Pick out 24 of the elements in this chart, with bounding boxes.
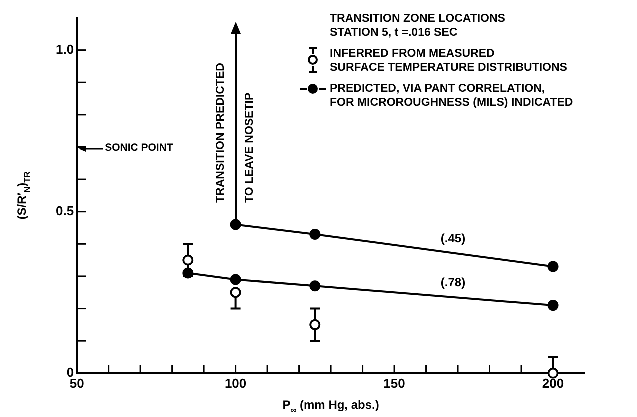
- x-tick-label: 200: [542, 376, 564, 391]
- point: [310, 280, 321, 292]
- point: [310, 228, 321, 240]
- point: [548, 261, 559, 272]
- x-axis-title: P∞ (mm Hg, abs.): [282, 398, 380, 416]
- x-tick-label: 150: [384, 376, 406, 391]
- point: [548, 368, 559, 379]
- annotation: (.45): [440, 232, 466, 246]
- point: [310, 320, 321, 330]
- y-tick-label: 1.0: [56, 42, 74, 57]
- point: [230, 287, 242, 298]
- y-axis-title: (S/R′N)TR: [15, 172, 32, 220]
- y-tick-label: 0.5: [56, 203, 74, 218]
- annotation: SONIC POINT: [105, 142, 174, 154]
- point: [548, 300, 559, 312]
- point: [230, 219, 242, 230]
- legend-title: TRANSITION ZONE LOCATIONS STATION 5, t =.016 SEC: [330, 12, 506, 40]
- text: TRANSITION PREDICTED TO LEAVE NOSETIP: [214, 62, 256, 203]
- point: [182, 254, 194, 266]
- x-tick-label: 100: [224, 376, 247, 391]
- point: [230, 274, 242, 286]
- legend-label: INFERRED FROM MEASURED SURFACE TEMPERATURE DISTRIBUTIONS: [330, 47, 568, 75]
- annotation: (.78): [440, 276, 466, 290]
- legend-label: PREDICTED, VIA PANT CORRELATION, FOR MICROROUGHNESS (MILS) INDICATED: [330, 82, 574, 110]
